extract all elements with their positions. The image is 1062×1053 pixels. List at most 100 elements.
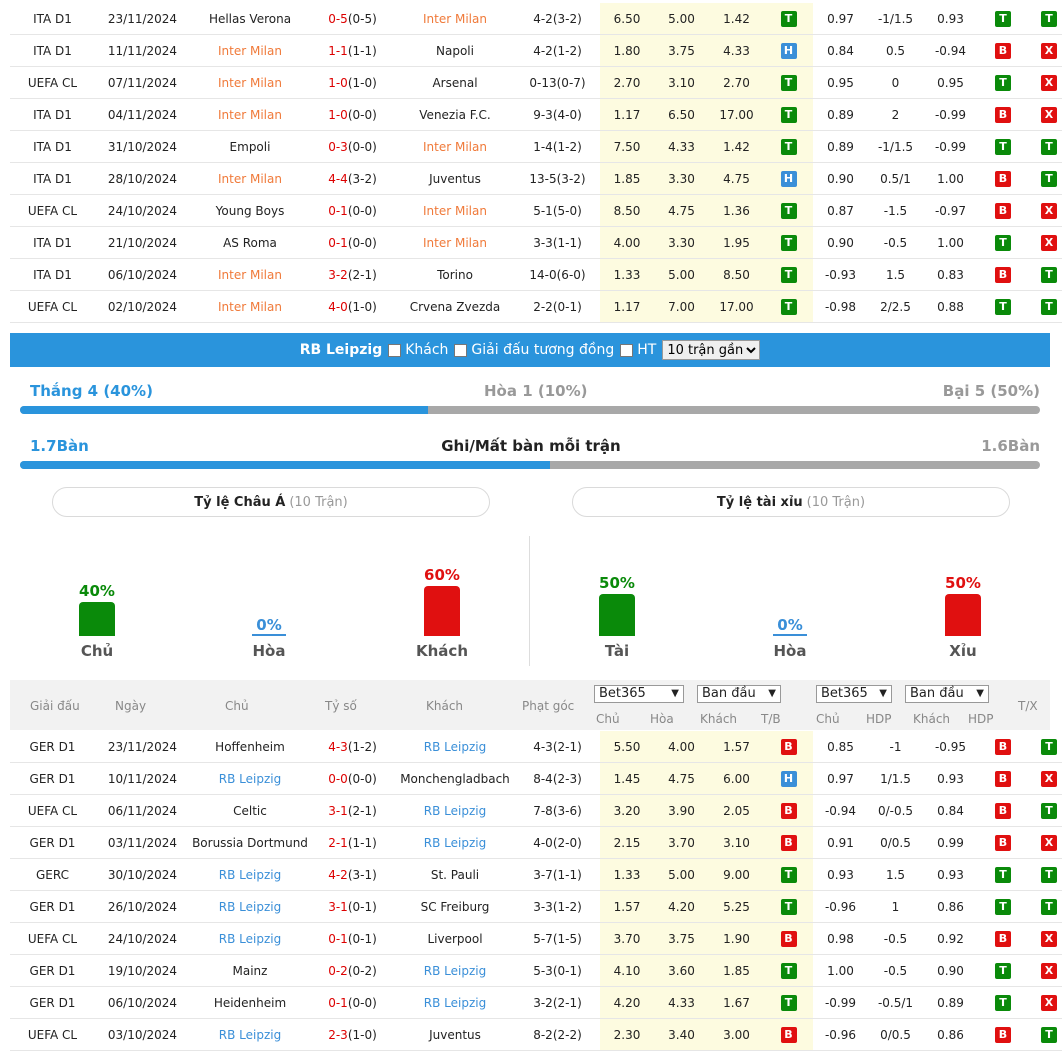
away-team-link[interactable]: Crvena Zvezda (395, 290, 515, 323)
away-team-link[interactable]: Arsenal (395, 66, 515, 99)
col-away: Khách (426, 699, 464, 713)
full-time-score: 3-1 (328, 803, 348, 818)
home-team-link[interactable]: RB Leipzig (190, 922, 310, 955)
away-team-link[interactable]: RB Leipzig (395, 731, 515, 763)
away-team-link[interactable]: Inter Milan (395, 130, 515, 163)
home-team-link[interactable]: Celtic (190, 794, 310, 827)
away-team-link[interactable]: Liverpool (395, 922, 515, 955)
hdp-line-cell: 2/2.5 (868, 290, 923, 323)
bookmaker-select-2[interactable]: Bet365 ▼ (816, 685, 892, 703)
table-row: UEFA CL 24/10/2024 RB Leipzig 0-1(0-1) Liver… (10, 922, 1062, 955)
odds-away-cell: 1.42 (709, 3, 764, 35)
table-row: GER D1 23/11/2024 Hoffenheim 4-3(1-2) RB Lei… (10, 731, 1062, 763)
home-team-link[interactable]: Mainz (190, 954, 310, 987)
result-badge: T (1041, 298, 1057, 315)
away-team-link[interactable]: St. Pauli (395, 858, 515, 891)
home-team-link[interactable]: Heidenheim (190, 986, 310, 1019)
col-score: Tỷ số (325, 699, 357, 713)
tx-result-cell: X (1028, 826, 1062, 859)
home-team-link[interactable]: RB Leipzig (190, 762, 310, 795)
corner-cell: 2-2(0-1) (515, 290, 600, 323)
away-team-link[interactable]: Juventus (395, 1018, 515, 1051)
ht-checkbox[interactable]: HT (620, 342, 656, 358)
full-time-score: 3-2 (328, 267, 348, 282)
away-team-link[interactable]: RB Leipzig (395, 826, 515, 859)
hdp-result-cell: B (978, 258, 1028, 291)
home-team-link[interactable]: Inter Milan (190, 34, 310, 67)
home-team-link[interactable]: Hellas Verona (190, 3, 310, 35)
home-team-link[interactable]: Hoffenheim (190, 731, 310, 763)
tb-result-cell: B (764, 826, 813, 859)
home-team-link[interactable]: Inter Milan (190, 290, 310, 323)
full-time-score: 3-1 (328, 899, 348, 914)
asian-handicap-title: Tỷ lệ Châu Á (194, 494, 286, 510)
away-team-link[interactable]: RB Leipzig (395, 954, 515, 987)
table-row: ITA D1 11/11/2024 Inter Milan 1-1(1-1) Napol… (10, 34, 1062, 67)
odds-home-cell: 4.10 (600, 954, 654, 987)
hdp-line-cell: 0/0.5 (868, 826, 923, 859)
odds-type-select-1[interactable]: Ban đầu ▼ (697, 685, 781, 703)
result-badge: X (1041, 770, 1057, 787)
home-team-link[interactable]: Inter Milan (190, 258, 310, 291)
recent-matches-select[interactable]: 10 trận gần (662, 340, 761, 360)
date-cell: 04/11/2024 (95, 98, 190, 131)
goals-against: 1.6Bàn (981, 437, 1040, 455)
odds-type-select-2[interactable]: Ban đầu ▼ (905, 685, 989, 703)
home-team-link[interactable]: Inter Milan (190, 162, 310, 195)
away-team-link[interactable]: Torino (395, 258, 515, 291)
over-under-count: (10 Trận) (806, 494, 866, 510)
result-badge: X (1041, 234, 1057, 251)
home-team-link[interactable]: RB Leipzig (190, 1018, 310, 1051)
tb-result-cell: H (764, 34, 813, 67)
home-team-link[interactable]: Empoli (190, 130, 310, 163)
away-team-link[interactable]: Juventus (395, 162, 515, 195)
away-team-link[interactable]: Inter Milan (395, 194, 515, 227)
league-cell: ITA D1 (10, 34, 95, 67)
hdp-away-cell: -0.99 (923, 130, 978, 163)
bookmaker-select-1[interactable]: Bet365 ▼ (594, 685, 684, 703)
full-time-score: 2-1 (328, 835, 348, 850)
tx-result-cell: T (1028, 731, 1062, 763)
away-team-link[interactable]: RB Leipzig (395, 794, 515, 827)
hdp-away-cell: 1.00 (923, 226, 978, 259)
result-badge: T (1041, 738, 1057, 755)
away-team-link[interactable]: Venezia F.C. (395, 98, 515, 131)
home-team-link[interactable]: Young Boys (190, 194, 310, 227)
full-time-score: 0-3 (328, 139, 348, 154)
hdp-line-cell: 0.5 (868, 34, 923, 67)
half-time-score: (0-0) (347, 107, 377, 122)
hdp-home-cell: 0.95 (813, 66, 868, 99)
odds-draw-cell: 4.33 (654, 986, 709, 1019)
away-filter-checkbox[interactable]: Khách (388, 342, 448, 358)
league-cell: ITA D1 (10, 3, 95, 35)
hdp-away-cell: -0.99 (923, 98, 978, 131)
home-team-link[interactable]: RB Leipzig (190, 890, 310, 923)
home-team-link[interactable]: RB Leipzig (190, 858, 310, 891)
odds-draw-cell: 4.33 (654, 130, 709, 163)
date-cell: 06/10/2024 (95, 986, 190, 1019)
away-team-link[interactable]: Napoli (395, 34, 515, 67)
draw-summary: Hòa 1 (10%) (484, 382, 588, 400)
home-team-link[interactable]: Borussia Dortmund (190, 826, 310, 859)
away-team-link[interactable]: Inter Milan (395, 226, 515, 259)
away-team-link[interactable]: SC Freiburg (395, 890, 515, 923)
hdp-away-cell: -0.97 (923, 194, 978, 227)
odds-home-cell: 1.80 (600, 34, 654, 67)
home-team-link[interactable]: Inter Milan (190, 98, 310, 131)
hdp-line-cell: -1/1.5 (868, 3, 923, 35)
same-league-checkbox[interactable]: Giải đấu tương đồng (454, 342, 614, 358)
result-badge: T (780, 202, 797, 219)
home-team-link[interactable]: AS Roma (190, 226, 310, 259)
odds-away-cell: 2.70 (709, 66, 764, 99)
away-team-link[interactable]: Inter Milan (395, 3, 515, 35)
league-cell: UEFA CL (10, 794, 95, 827)
hdp-line-cell: 0.5/1 (868, 162, 923, 195)
result-badge: T (995, 994, 1011, 1011)
away-team-link[interactable]: Monchengladbach (395, 762, 515, 795)
away-team-link[interactable]: RB Leipzig (395, 986, 515, 1019)
chevron-down-icon: ▼ (768, 688, 776, 699)
hdp-away-cell: 0.95 (923, 66, 978, 99)
home-team-link[interactable]: Inter Milan (190, 66, 310, 99)
odds-draw-cell: 3.70 (654, 826, 709, 859)
hdp-home-cell: 0.97 (813, 3, 868, 35)
